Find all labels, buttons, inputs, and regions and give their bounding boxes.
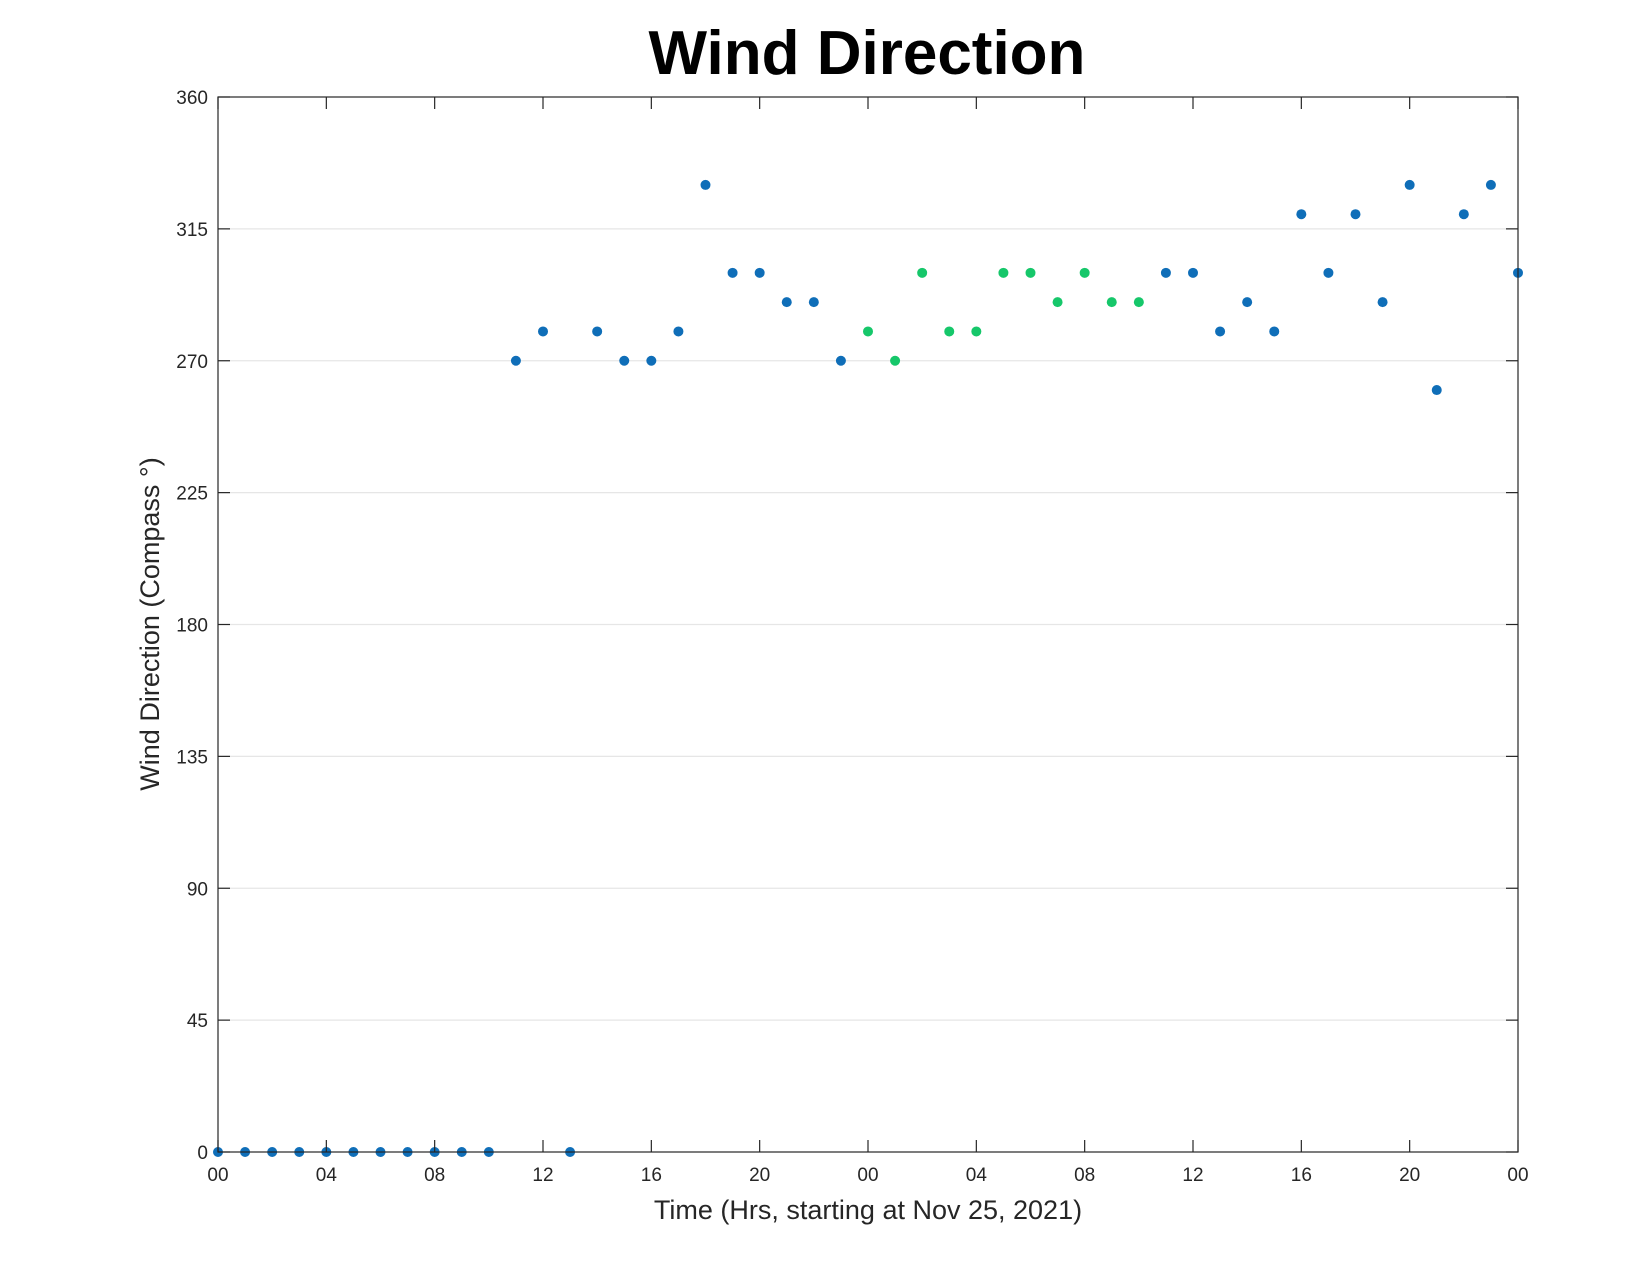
data-point	[1404, 179, 1415, 190]
data-point	[1350, 209, 1361, 220]
data-point	[1160, 267, 1171, 278]
y-tick-label: 270	[176, 352, 208, 373]
x-tick-label: 20	[1399, 1165, 1420, 1186]
y-tick-label: 45	[187, 1011, 208, 1032]
data-point	[1242, 297, 1253, 308]
x-tick-labels: 00 04 08 12 16 20 00 04 08 12 16 20 00	[207, 1165, 1528, 1186]
x-tick-label: 08	[424, 1165, 445, 1186]
x-axis-label: Time (Hrs, starting at Nov 25, 2021)	[654, 1195, 1082, 1225]
data-point	[646, 355, 657, 366]
x-tick-label: 04	[316, 1165, 338, 1186]
data-point	[1215, 326, 1226, 337]
y-tick-label: 225	[176, 484, 208, 505]
data-point	[727, 267, 738, 278]
y-tick-label: 180	[176, 616, 208, 637]
data-point	[944, 326, 955, 337]
data-point	[510, 355, 521, 366]
data-point	[1188, 267, 1198, 278]
y-tick-labels: 0 45 90 135 180 225 270 315 360	[176, 88, 208, 1164]
data-point	[998, 267, 1009, 278]
grid-lines	[218, 228, 1518, 1021]
data-point	[1052, 297, 1063, 308]
y-tick-label: 135	[176, 747, 208, 768]
data-point	[619, 355, 630, 366]
y-tick-label: 315	[176, 220, 208, 241]
x-tick-label: 00	[857, 1165, 878, 1186]
axis-ticks	[217, 96, 1519, 1153]
x-tick-label: 16	[1291, 1165, 1312, 1186]
data-point	[1106, 297, 1117, 308]
x-tick-label: 16	[641, 1165, 662, 1186]
data-point	[971, 326, 982, 337]
data-point	[890, 355, 901, 366]
data-point	[781, 297, 792, 308]
y-tick-label: 360	[176, 88, 208, 109]
y-tick-label: 0	[197, 1143, 208, 1164]
x-tick-label: 20	[749, 1165, 770, 1186]
y-axis-label: Wind Direction (Compass °)	[135, 457, 165, 790]
data-point	[808, 297, 819, 308]
data-point	[538, 326, 548, 337]
data-point	[673, 326, 684, 337]
data-point	[1323, 267, 1334, 278]
data-point	[1133, 297, 1144, 308]
data-point	[754, 267, 765, 278]
data-point	[1025, 267, 1036, 278]
data-point	[592, 326, 603, 337]
data-point	[700, 179, 711, 190]
data-point	[917, 267, 928, 278]
y-tick-label: 90	[187, 879, 208, 900]
data-point	[835, 355, 846, 366]
data-point	[1296, 209, 1307, 220]
x-tick-label: 12	[532, 1165, 553, 1186]
data-point	[1269, 326, 1280, 337]
data-point	[863, 326, 873, 337]
x-tick-label: 00	[1507, 1165, 1528, 1186]
x-tick-label: 08	[1074, 1165, 1095, 1186]
data-point	[1377, 297, 1388, 308]
data-point	[1079, 267, 1090, 278]
data-points	[213, 179, 1523, 1157]
x-tick-label: 12	[1182, 1165, 1203, 1186]
data-point	[1431, 385, 1442, 396]
chart-title: Wind Direction	[649, 19, 1086, 88]
x-tick-label: 04	[966, 1165, 988, 1186]
data-point	[1485, 179, 1496, 190]
data-point	[1458, 209, 1469, 220]
x-tick-label: 00	[207, 1165, 228, 1186]
